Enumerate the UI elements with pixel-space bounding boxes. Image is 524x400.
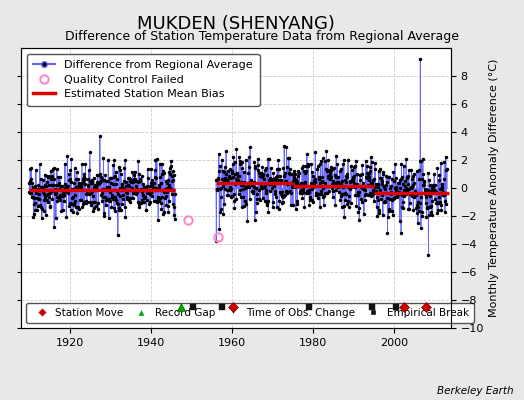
Legend: Station Move, Record Gap, Time of Obs. Change, Empirical Break: Station Move, Record Gap, Time of Obs. C… [26, 303, 474, 323]
Title: MUKDEN (SHENYANG): MUKDEN (SHENYANG) [137, 14, 335, 32]
Y-axis label: Monthly Temperature Anomaly Difference (°C): Monthly Temperature Anomaly Difference (… [489, 59, 499, 317]
Text: Difference of Station Temperature Data from Regional Average: Difference of Station Temperature Data f… [65, 30, 459, 43]
Text: Berkeley Earth: Berkeley Earth [437, 386, 514, 396]
